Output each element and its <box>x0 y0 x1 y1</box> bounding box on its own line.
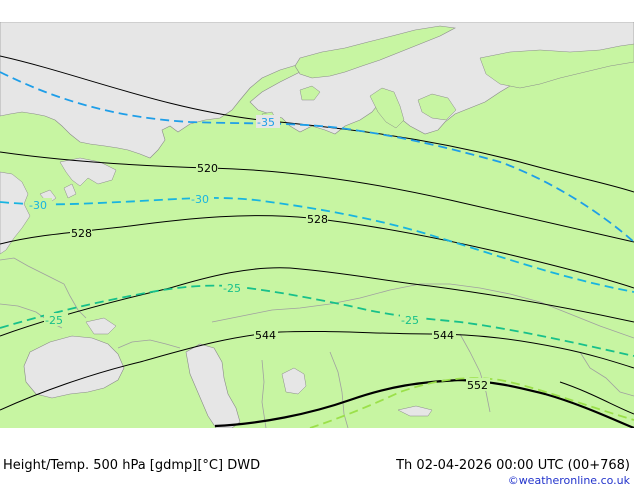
contour-536 <box>0 267 634 337</box>
map-footer: Height/Temp. 500 hPa [gdmp][°C] DWD Th 0… <box>0 428 634 490</box>
baltic-sea <box>0 171 31 255</box>
label-minus25-central: -25 <box>223 282 241 295</box>
label-552: 552 <box>467 379 488 392</box>
isotherm-minus25 <box>0 284 634 357</box>
label-minus35: -35 <box>257 116 275 129</box>
height-contour-labels: 520 528 528 544 544 552 <box>70 161 490 392</box>
temperature-isotherms <box>0 71 634 428</box>
weather-map: 520 528 528 544 544 552 -35 -30 -30 -25 … <box>0 22 634 428</box>
gydan-peninsula <box>417 93 457 121</box>
contour-520 <box>0 151 634 243</box>
valid-time: Th 02-04-2026 00:00 UTC (00+768) <box>396 458 630 473</box>
credit-link[interactable]: ©weatheronline.co.uk <box>507 474 630 487</box>
taymyr-coast <box>479 43 634 89</box>
yamal-peninsula <box>369 87 405 129</box>
label-528-west: 528 <box>71 227 92 240</box>
contour-552 <box>214 378 634 428</box>
lake-balkhash <box>397 405 433 417</box>
label-520: 520 <box>197 162 218 175</box>
label-544-west: 544 <box>255 329 276 342</box>
caspian-sea <box>185 343 241 428</box>
aral-sea <box>281 367 307 395</box>
sea-of-azov <box>85 317 117 335</box>
contour-560-partial <box>559 381 634 415</box>
contour-512 <box>0 55 634 193</box>
isotherm-labels: -35 -30 -30 -25 -25 -25 <box>28 115 424 327</box>
black-sea <box>23 335 125 399</box>
label-minus30-central: -30 <box>191 193 209 206</box>
island-vaygach <box>299 85 321 101</box>
island-novaya-zemlya <box>294 25 456 79</box>
label-minus25-west: -25 <box>45 314 63 327</box>
label-minus30-west: -30 <box>29 199 47 212</box>
contour-544 <box>0 330 634 411</box>
isotherm-minus20 <box>309 377 634 428</box>
label-528-central: 528 <box>307 213 328 226</box>
label-544-east: 544 <box>433 329 454 342</box>
height-contours <box>0 55 634 428</box>
lake-onega <box>63 183 77 199</box>
country-borders <box>0 257 634 428</box>
isotherm-minus30 <box>0 197 634 293</box>
label-minus25-east: -25 <box>401 314 419 327</box>
white-sea <box>59 157 117 187</box>
map-title: Height/Temp. 500 hPa [gdmp][°C] DWD <box>3 458 261 473</box>
